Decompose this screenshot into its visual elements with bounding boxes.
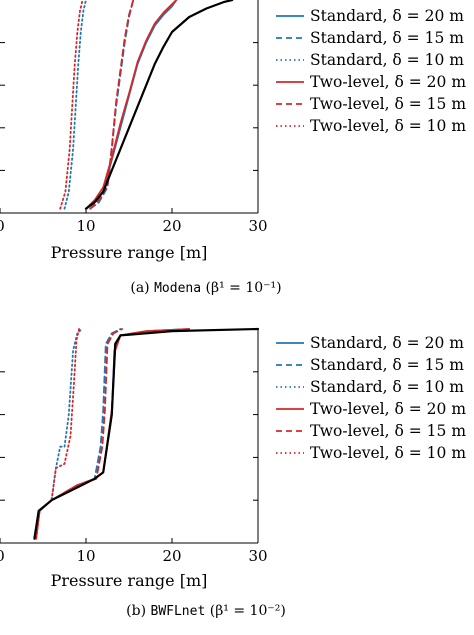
legend-entry: Two-level, δ = 20 m	[310, 400, 466, 418]
legend-entry: Standard, δ = 20 m	[310, 7, 464, 25]
x-tick-label: 20	[162, 547, 181, 565]
caption-network: Modena	[154, 281, 201, 296]
caption-prefix: (a)	[130, 280, 154, 296]
legend-entry: Standard, δ = 15 m	[310, 29, 464, 47]
x-tick-label: 0	[0, 547, 5, 565]
caption-prefix: (b)	[126, 603, 150, 619]
x-tick-label: 0	[0, 217, 5, 235]
legend-entry: Two-level, δ = 20 m	[310, 73, 466, 91]
chart-panel-0: 0 10 20 30 Pressure range [m] Standard, δ = 2…	[0, 0, 466, 296]
legend-entry: Standard, δ = 10 m	[310, 378, 464, 396]
series-line-6	[84, 0, 234, 210]
series-line-0	[85, 0, 178, 210]
series-line-3	[85, 0, 178, 210]
caption-network: BWFLnet	[151, 604, 206, 619]
x-axis-label: Pressure range [m]	[51, 243, 208, 262]
x-tick-label: 30	[248, 547, 267, 565]
chart-caption: (b) BWFLnet (β¹ = 10⁻²)	[126, 603, 286, 619]
legend-entry: Standard, δ = 20 m	[310, 334, 464, 352]
legend-entry: Standard, δ = 10 m	[310, 51, 464, 69]
legend-entry: Two-level, δ = 10 m	[310, 444, 466, 462]
x-tick-label: 10	[76, 547, 95, 565]
legend-entry: Two-level, δ = 15 m	[310, 422, 466, 440]
series-line-6	[33, 327, 260, 540]
x-tick-label: 10	[76, 217, 95, 235]
legend-entry: Two-level, δ = 10 m	[310, 117, 466, 135]
series-line-2	[63, 0, 87, 210]
x-tick-label: 20	[162, 217, 181, 235]
caption-suffix: (β¹ = 10⁻²)	[205, 603, 286, 619]
series-line-5	[59, 0, 84, 210]
legend-entry: Standard, δ = 15 m	[310, 356, 464, 374]
series-line-4	[89, 0, 135, 210]
chart-panel-1: 0 10 20 30 Pressure range [m] Standard, δ = 2…	[0, 327, 466, 619]
x-axis-label: Pressure range [m]	[51, 571, 208, 590]
x-tick-label: 30	[248, 217, 267, 235]
caption-suffix: (β¹ = 10⁻¹)	[201, 280, 282, 296]
legend-entry: Two-level, δ = 15 m	[310, 95, 466, 113]
chart-caption: (a) Modena (β¹ = 10⁻¹)	[130, 280, 281, 296]
series-line-3	[35, 328, 191, 540]
series-line-0	[33, 328, 191, 540]
